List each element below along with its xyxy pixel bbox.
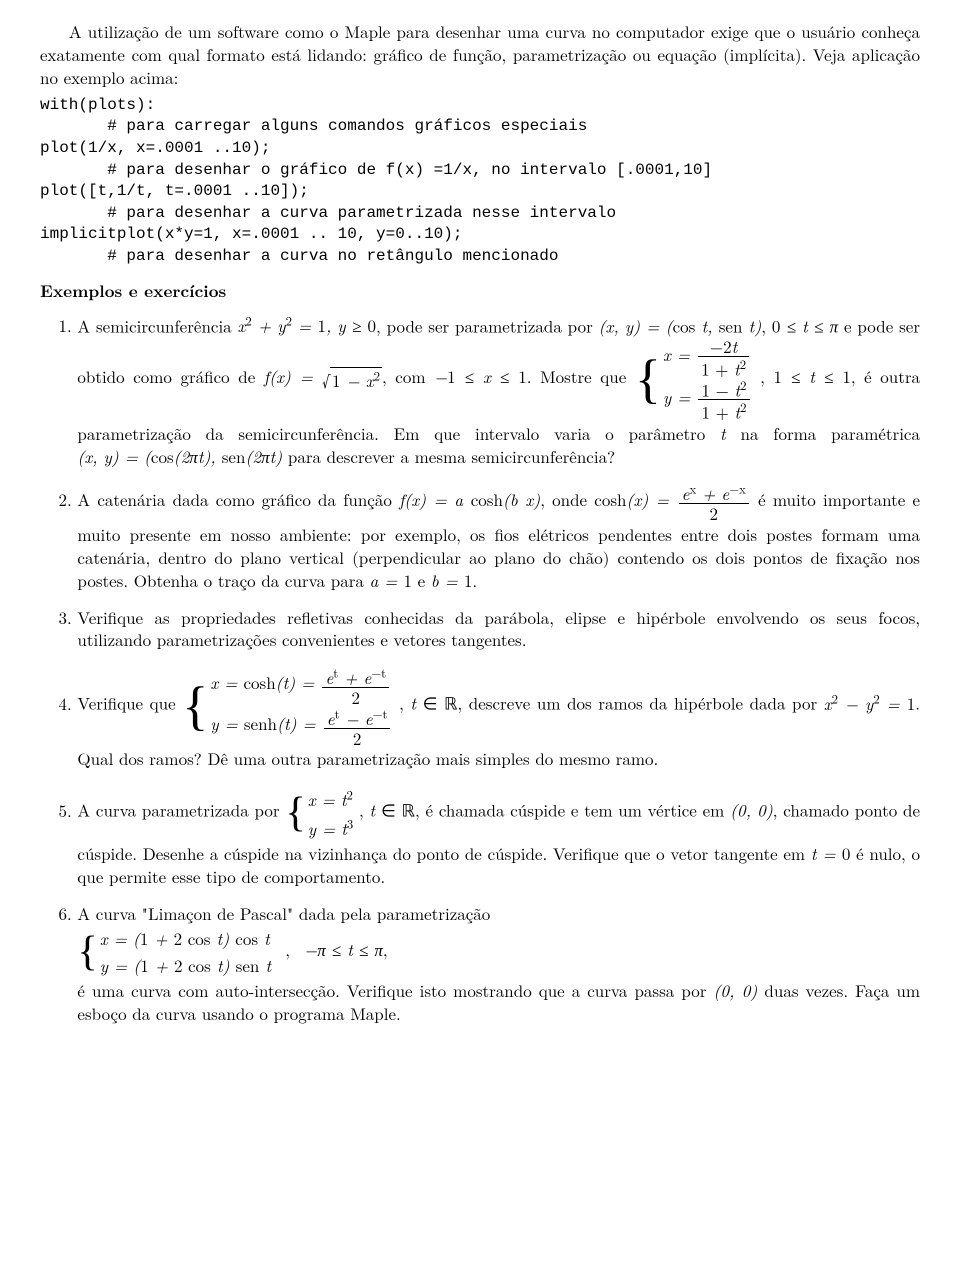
param-system-1: { x = −2t1 + t2 y = 1 − t21 + t2 [635, 337, 752, 422]
text: , com [382, 364, 434, 388]
text: A curva parametrizada por [77, 798, 285, 822]
text: e [412, 568, 431, 592]
exercise-4: Verifique que { x = cosh(t) = et + e−t2 … [77, 665, 920, 770]
param-system-6: { x = (1 + 2 cos t) cos t y = (1 + 2 cos… [77, 925, 271, 979]
maple-code-block: with(plots): # para carregar alguns coma… [40, 95, 920, 268]
intro-paragraph: A utilização de um software como o Maple… [40, 20, 920, 89]
exercise-1: A semicircunferência x2 + y2 = 1, y ≥ 0,… [77, 313, 920, 468]
text: , onde [540, 487, 594, 511]
param-system-5: { x = t2 y = t3 [285, 784, 353, 842]
text: é uma curva com auto-intersecção. Verifi… [77, 978, 713, 1002]
text: . Mostre que [527, 364, 635, 388]
exercise-6: A curva "Limaçon de Pascal" dada pela pa… [77, 902, 920, 1025]
exercise-5: A curva parametrizada por { x = t2 y = t… [77, 784, 920, 888]
section-heading: Exemplos e exercícios [40, 280, 920, 303]
text: para descrever a mesma semicircunferênci… [282, 444, 615, 468]
text: , é chamada cúspide e tem um vértice em [415, 798, 730, 822]
text: A catenária dada como gráfico da função [77, 487, 399, 511]
exercise-3: Verifique as propriedades refletivas con… [77, 606, 920, 652]
exercise-2: A catenária dada como gráfico da função … [77, 482, 920, 592]
exercise-list: A semicircunferência x2 + y2 = 1, y ≥ 0,… [40, 313, 920, 1026]
text: na forma paramétrica [726, 421, 920, 445]
text: , pode ser parametrizada por [376, 313, 599, 337]
param-system-4: { x = cosh(t) = et + e−t2 y = senh(t) = … [182, 665, 392, 747]
text: A curva "Limaçon de Pascal" dada pela pa… [77, 901, 490, 925]
text: , descreve um dos ramos da hipérbole dad… [458, 691, 824, 715]
text: Verifique que [77, 691, 182, 715]
text: A semicircunferência [77, 313, 237, 337]
